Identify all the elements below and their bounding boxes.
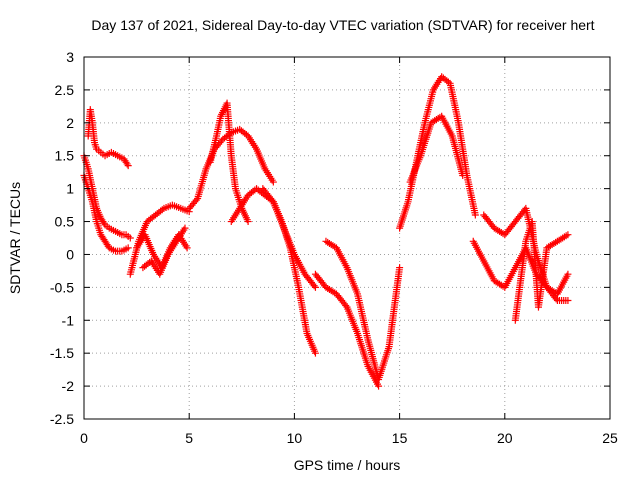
- data-point: [459, 171, 467, 179]
- data-point: [181, 224, 189, 232]
- data-point: [217, 137, 225, 145]
- data-point: [158, 206, 166, 214]
- data-point: [564, 231, 572, 239]
- x-tick-label: 5: [185, 430, 193, 446]
- data-point: [311, 349, 319, 357]
- x-tick-label: 10: [287, 430, 303, 446]
- y-tick-labels: -2.5 -2 -1.5 -1 -0.5 0 0.5 1 1.5 2 2.5 3: [50, 49, 74, 427]
- y-tick-label: 0: [66, 246, 74, 262]
- axis-ticks: [83, 56, 611, 420]
- series-track-k: [311, 270, 383, 390]
- data-point: [126, 234, 134, 242]
- series-track-m: [396, 73, 479, 232]
- x-tick-label: 15: [392, 430, 408, 446]
- x-tick-labels: 0 5 10 15 20 25: [80, 430, 618, 446]
- data-point: [564, 270, 572, 278]
- y-tick-label: -1.5: [50, 345, 74, 361]
- data-point: [192, 196, 200, 204]
- y-tick-label: 1.5: [55, 148, 75, 164]
- data-point: [244, 218, 252, 226]
- data-point: [100, 219, 108, 227]
- plot-points: [80, 73, 572, 390]
- data-point: [123, 160, 131, 168]
- data-point: [183, 244, 191, 252]
- y-tick-label: -0.5: [50, 279, 74, 295]
- data-point: [375, 382, 383, 390]
- data-point: [471, 211, 479, 219]
- data-point: [444, 78, 452, 86]
- data-point: [124, 244, 132, 252]
- data-point: [396, 264, 404, 272]
- data-point: [269, 178, 277, 186]
- y-tick-label: -1: [62, 312, 75, 328]
- series-track-c: [80, 171, 132, 255]
- y-tick-label: 1: [66, 181, 74, 197]
- y-tick-label: -2.5: [50, 411, 74, 427]
- series-track-l: [322, 237, 404, 384]
- series-track-b: [84, 106, 132, 170]
- y-tick-label: 2.5: [55, 82, 75, 98]
- plot-frame: [83, 56, 611, 420]
- data-point: [268, 196, 276, 204]
- x-axis-label: GPS time / hours: [294, 457, 401, 473]
- series-track-j: [259, 185, 319, 291]
- y-tick-label: 3: [66, 49, 74, 65]
- data-point: [552, 295, 560, 303]
- x-tick-label: 20: [497, 430, 513, 446]
- data-point: [124, 162, 132, 170]
- grid: [84, 57, 610, 419]
- y-tick-label: 0.5: [55, 214, 75, 230]
- x-tick-label: 0: [80, 430, 88, 446]
- series-track-f: [139, 224, 189, 278]
- chart-title: Day 137 of 2021, Sidereal Day-to-day VTE…: [91, 17, 594, 33]
- data-point: [342, 301, 350, 309]
- series-track-q: [511, 218, 572, 324]
- y-tick-label: 2: [66, 115, 74, 131]
- x-tick-label: 25: [602, 430, 618, 446]
- data-point: [564, 297, 572, 305]
- data-point: [311, 283, 319, 291]
- y-tick-label: -2: [62, 378, 75, 394]
- series-track-h: [206, 99, 252, 226]
- data-point: [310, 282, 318, 290]
- y-axis-label: SDTVAR / TECUs: [7, 182, 23, 294]
- series-track-n: [406, 112, 467, 186]
